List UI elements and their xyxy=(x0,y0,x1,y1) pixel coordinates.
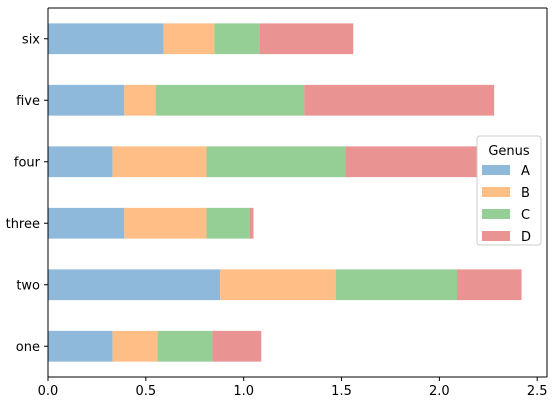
bar-one-D xyxy=(212,330,262,362)
bar-one-A xyxy=(48,330,113,362)
bar-six-A xyxy=(48,23,164,55)
legend-label-B: B xyxy=(521,186,530,201)
legend-title: Genus xyxy=(488,144,530,159)
legend-label-C: C xyxy=(521,208,530,223)
bar-six-D xyxy=(259,23,354,55)
x-tick-label: 1.0 xyxy=(233,384,254,399)
y-tick-label: four xyxy=(14,155,41,170)
bar-two-B xyxy=(220,269,336,301)
bar-four-D xyxy=(345,146,477,178)
legend-swatch-A xyxy=(482,165,510,175)
bar-three-B xyxy=(124,207,207,239)
y-tick-label: two xyxy=(16,278,40,293)
legend-swatch-B xyxy=(482,187,510,197)
x-tick-label: 1.5 xyxy=(331,384,352,399)
x-tick-label: 0.5 xyxy=(135,384,156,399)
bar-three-D xyxy=(249,207,254,239)
bar-five-B xyxy=(124,84,156,116)
legend-swatch-C xyxy=(482,209,510,219)
x-tick-label: 0.0 xyxy=(38,384,59,399)
bar-two-A xyxy=(48,269,221,301)
bar-six-B xyxy=(163,23,215,55)
bar-one-C xyxy=(157,330,213,362)
bar-one-B xyxy=(112,330,158,362)
bar-three-A xyxy=(48,207,125,239)
x-tick-label: 2.0 xyxy=(429,384,450,399)
bar-two-C xyxy=(335,269,457,301)
legend-swatch-D xyxy=(482,231,510,241)
y-tick-label: six xyxy=(22,32,40,47)
bar-four-B xyxy=(112,146,207,178)
bar-five-A xyxy=(48,84,125,116)
bar-five-C xyxy=(155,84,305,116)
y-tick-label: three xyxy=(6,217,40,232)
y-tick-label: five xyxy=(16,94,40,109)
bar-two-D xyxy=(456,269,522,301)
bar-four-A xyxy=(48,146,113,178)
legend-label-A: A xyxy=(521,164,530,179)
bar-three-C xyxy=(206,207,250,239)
y-tick-label: one xyxy=(16,340,40,355)
bars-group xyxy=(48,23,522,362)
ticks-group: 0.0 0.5 1.0 1.5 2.0 2.5 one two three four five six xyxy=(6,32,548,399)
bar-four-C xyxy=(206,146,346,178)
x-tick-label: 2.5 xyxy=(527,384,548,399)
axes-group xyxy=(47,7,548,378)
bar-six-C xyxy=(214,23,260,55)
bar-five-D xyxy=(304,84,495,116)
legend-label-D: D xyxy=(521,230,531,245)
